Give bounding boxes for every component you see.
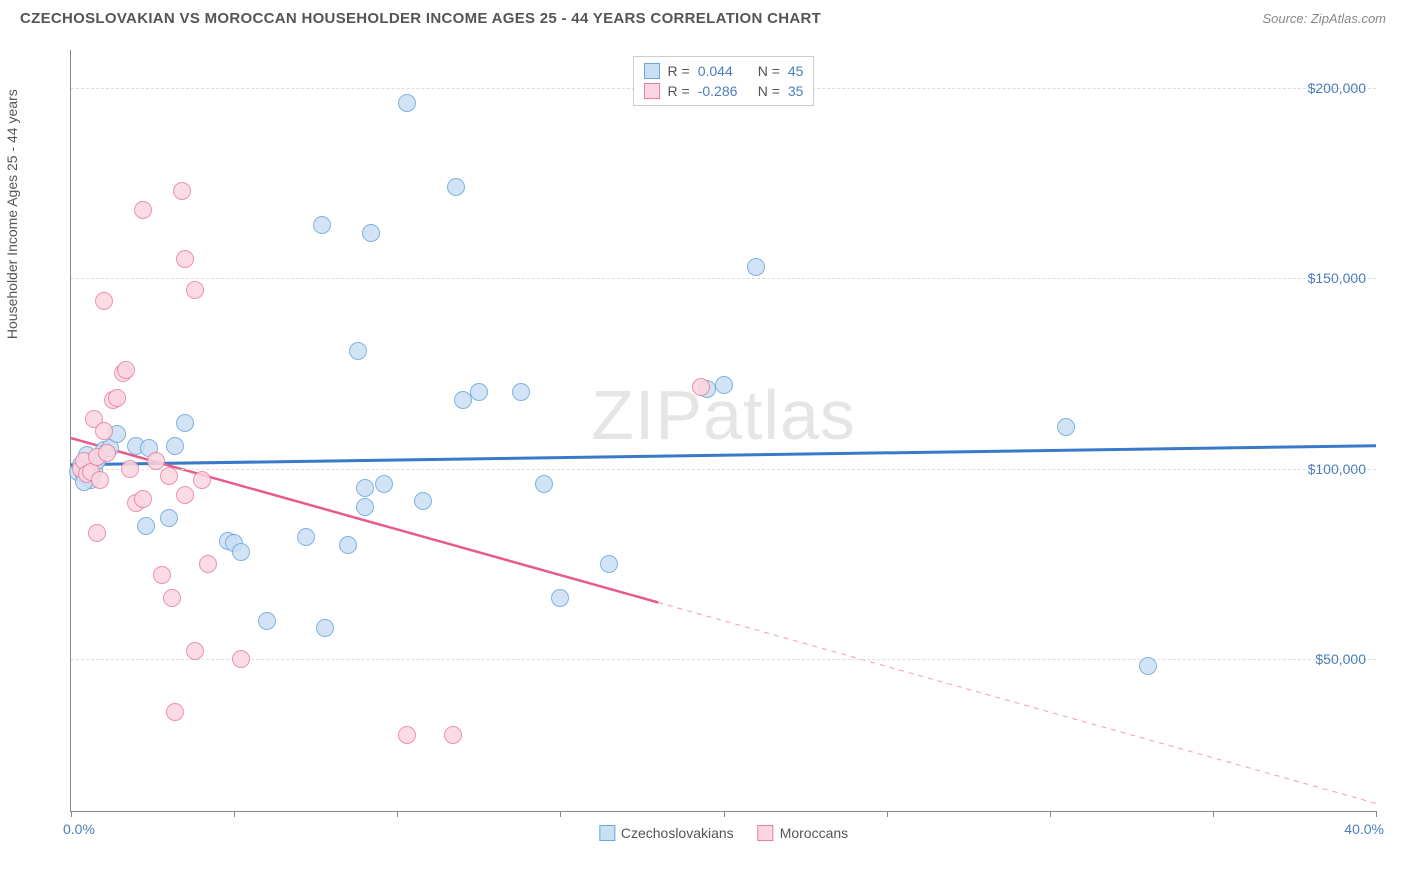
data-point <box>137 517 155 535</box>
bottom-legend-item: Moroccans <box>758 825 848 841</box>
data-point <box>176 486 194 504</box>
data-point <box>160 509 178 527</box>
data-point <box>153 566 171 584</box>
data-point <box>356 498 374 516</box>
x-tick <box>560 811 561 817</box>
x-axis-max-label: 40.0% <box>1344 821 1384 837</box>
legend-series-name: Czechoslovakians <box>621 825 734 841</box>
data-point <box>444 726 462 744</box>
data-point <box>692 378 710 396</box>
data-point <box>551 589 569 607</box>
x-tick <box>887 811 888 817</box>
y-tick-label: $200,000 <box>1308 80 1366 96</box>
legend-swatch <box>644 63 660 79</box>
gridline <box>71 469 1376 470</box>
data-point <box>349 342 367 360</box>
data-point <box>95 292 113 310</box>
legend-r-label: R = <box>668 63 690 79</box>
data-point <box>232 650 250 668</box>
data-point <box>176 414 194 432</box>
data-point <box>535 475 553 493</box>
data-point <box>398 726 416 744</box>
legend-n-value: 45 <box>788 63 804 79</box>
legend-row: R = -0.286 N = 35 <box>644 81 804 101</box>
data-point <box>1057 418 1075 436</box>
data-point <box>356 479 374 497</box>
legend-swatch <box>599 825 615 841</box>
data-point <box>258 612 276 630</box>
bottom-legend-item: Czechoslovakians <box>599 825 734 841</box>
data-point <box>297 528 315 546</box>
data-point <box>512 383 530 401</box>
legend-r-value: -0.286 <box>698 83 750 99</box>
data-point <box>232 543 250 561</box>
data-point <box>199 555 217 573</box>
data-point <box>362 224 380 242</box>
y-tick-label: $50,000 <box>1315 651 1366 667</box>
data-point <box>147 452 165 470</box>
data-point <box>447 178 465 196</box>
data-point <box>715 376 733 394</box>
y-tick-label: $100,000 <box>1308 461 1366 477</box>
y-axis-label: Householder Income Ages 25 - 44 years <box>4 89 20 339</box>
legend-r-label: R = <box>668 83 690 99</box>
legend-swatch <box>758 825 774 841</box>
data-point <box>1139 657 1157 675</box>
chart-container: Householder Income Ages 25 - 44 years ZI… <box>20 40 1386 872</box>
data-point <box>186 281 204 299</box>
legend-row: R = 0.044 N = 45 <box>644 61 804 81</box>
data-point <box>117 361 135 379</box>
x-tick <box>1050 811 1051 817</box>
data-point <box>398 94 416 112</box>
data-point <box>339 536 357 554</box>
data-point <box>470 383 488 401</box>
gridline <box>71 659 1376 660</box>
legend-n-value: 35 <box>788 83 804 99</box>
data-point <box>313 216 331 234</box>
data-point <box>91 471 109 489</box>
x-axis-min-label: 0.0% <box>63 821 95 837</box>
x-tick <box>397 811 398 817</box>
legend-swatch <box>644 83 660 99</box>
legend-series-name: Moroccans <box>780 825 848 841</box>
legend-n-label: N = <box>758 63 780 79</box>
data-point <box>134 490 152 508</box>
data-point <box>375 475 393 493</box>
x-tick <box>724 811 725 817</box>
gridline <box>71 278 1376 279</box>
correlation-legend: R = 0.044 N = 45 R = -0.286 N = 35 <box>633 56 815 106</box>
data-point <box>166 437 184 455</box>
x-tick <box>1213 811 1214 817</box>
chart-title: CZECHOSLOVAKIAN VS MOROCCAN HOUSEHOLDER … <box>20 10 821 27</box>
data-point <box>95 422 113 440</box>
data-point <box>173 182 191 200</box>
source-label: Source: ZipAtlas.com <box>1262 11 1386 26</box>
data-point <box>316 619 334 637</box>
data-point <box>108 389 126 407</box>
plot-area: ZIPatlas R =0.044N =45R =-0.286N =35 0.0… <box>70 50 1376 812</box>
data-point <box>176 250 194 268</box>
legend-r-value: 0.044 <box>698 63 750 79</box>
data-point <box>414 492 432 510</box>
x-tick <box>71 811 72 817</box>
data-point <box>600 555 618 573</box>
data-point <box>186 642 204 660</box>
data-point <box>121 460 139 478</box>
x-tick <box>1376 811 1377 817</box>
data-point <box>160 467 178 485</box>
data-point <box>98 444 116 462</box>
legend-n-label: N = <box>758 83 780 99</box>
data-point <box>166 703 184 721</box>
data-point <box>193 471 211 489</box>
data-point <box>134 201 152 219</box>
trend-lines <box>71 50 1376 811</box>
y-tick-label: $150,000 <box>1308 270 1366 286</box>
data-point <box>163 589 181 607</box>
x-tick <box>234 811 235 817</box>
data-point <box>747 258 765 276</box>
data-point <box>88 524 106 542</box>
data-point <box>454 391 472 409</box>
series-legend: Czechoslovakians Moroccans <box>599 825 848 841</box>
